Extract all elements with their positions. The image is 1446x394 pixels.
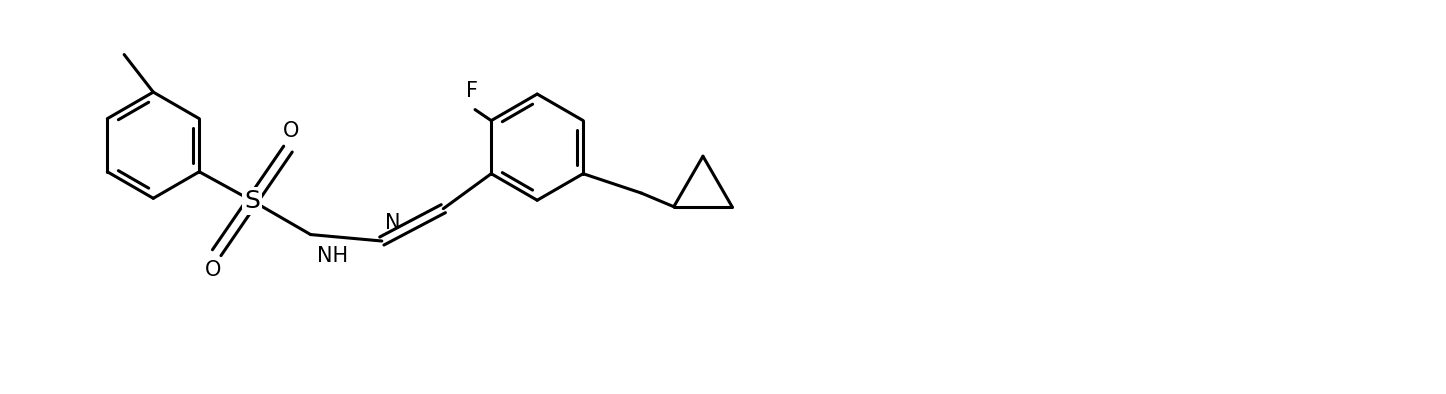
Text: O: O bbox=[283, 121, 299, 141]
Text: O: O bbox=[205, 260, 221, 281]
Text: S: S bbox=[244, 189, 260, 213]
Text: N: N bbox=[385, 213, 401, 233]
Text: NH: NH bbox=[317, 246, 348, 266]
Text: F: F bbox=[466, 81, 477, 101]
